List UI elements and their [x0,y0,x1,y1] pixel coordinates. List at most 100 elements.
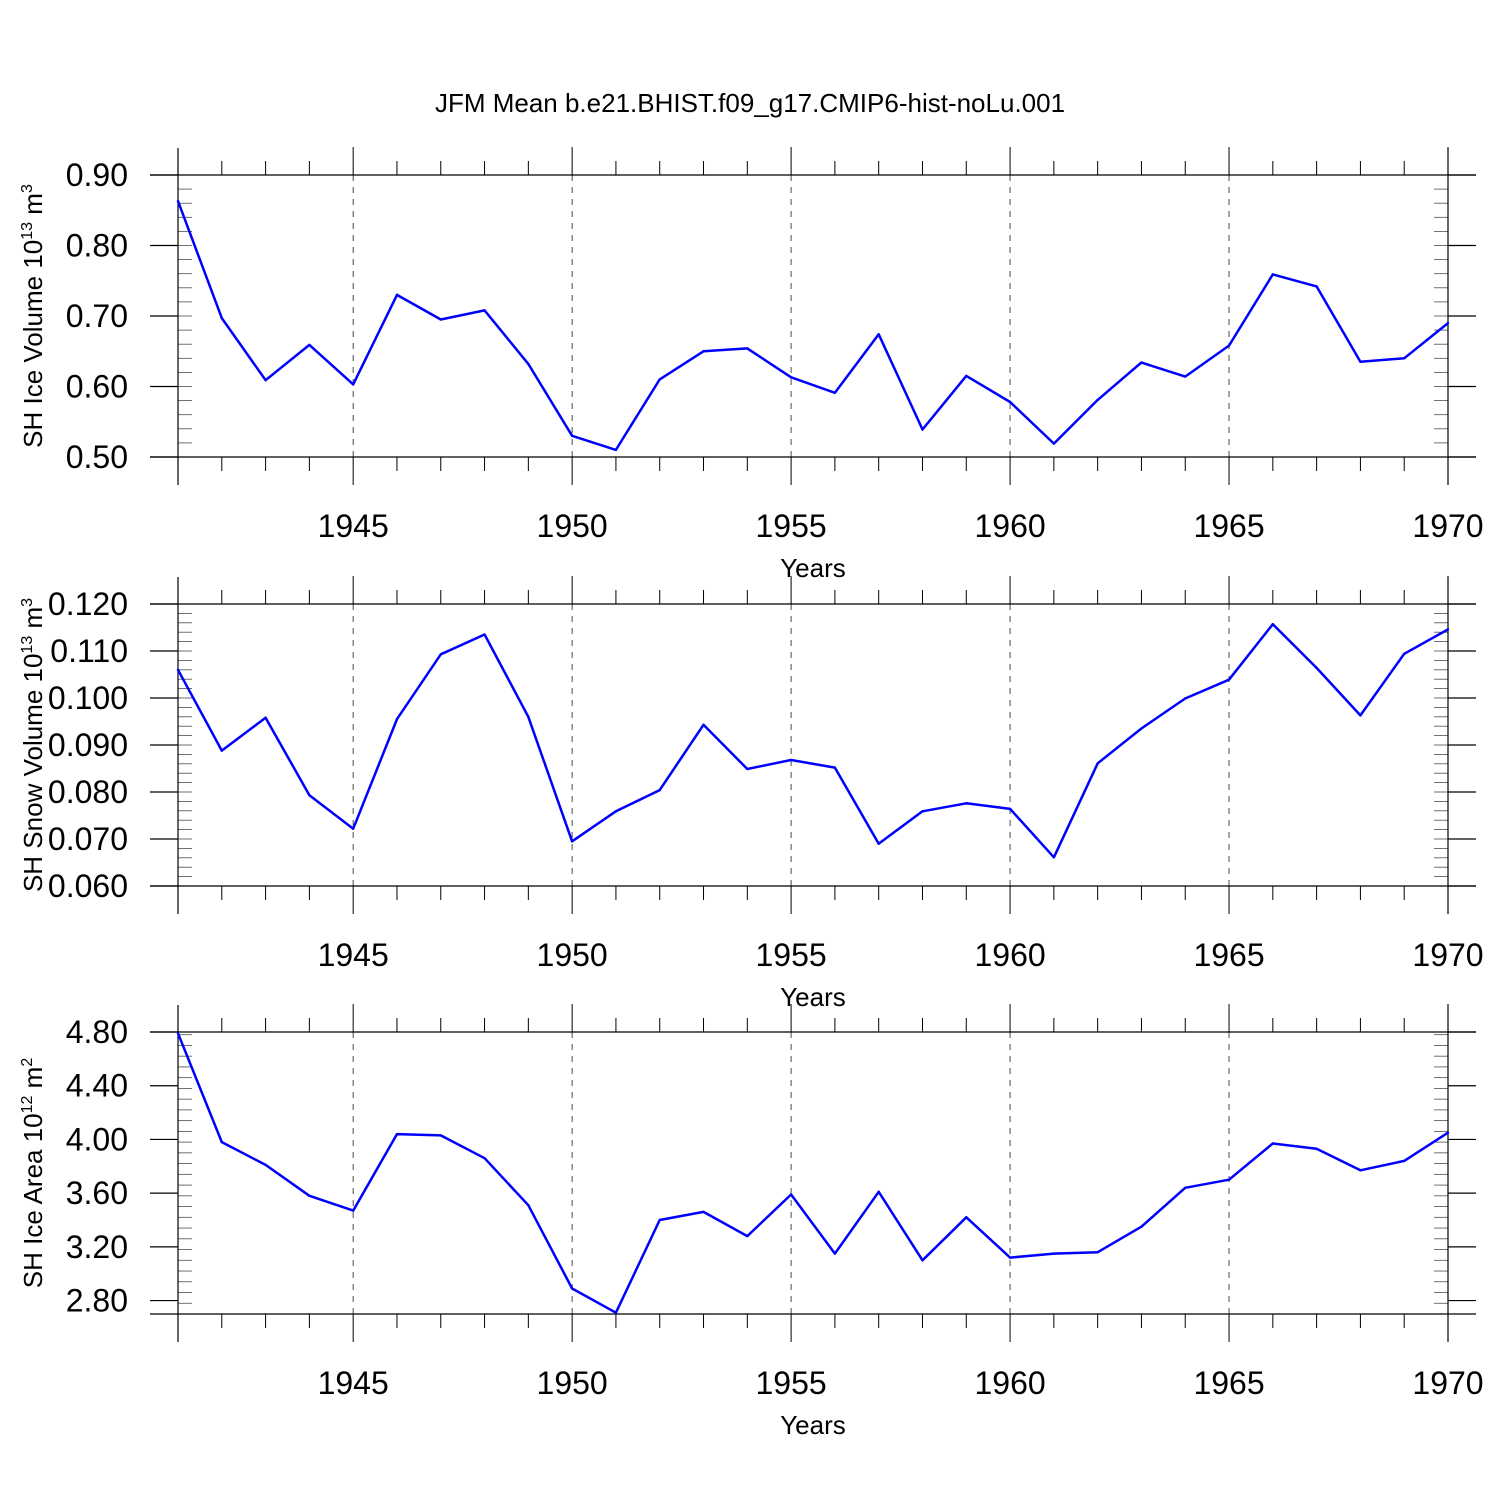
data-point [308,343,311,347]
x-tick-label: 1950 [537,937,608,973]
data-point [308,1194,311,1198]
y-axis-title-unit: m [18,1067,48,1096]
data-point [351,1209,355,1212]
data-point [1008,807,1012,811]
data-point [702,1210,705,1214]
data-point [176,1032,180,1035]
data-point [1140,361,1143,364]
data-point [1359,1169,1362,1172]
x-tick-label: 1965 [1193,1365,1264,1401]
x-tick-label: 1955 [756,1365,827,1401]
x-tick-label: 1965 [1193,508,1264,544]
y-tick-label: 4.00 [66,1121,128,1157]
data-point [789,376,793,379]
y-axis-title: SH Snow Volume 1013 m3 [18,598,48,892]
data-point [658,788,661,792]
x-tick-label: 1950 [537,508,608,544]
x-tick-label: 1965 [1193,937,1264,973]
y-tick-label: 0.090 [48,727,128,763]
data-point [1184,1186,1187,1189]
data-point [1271,623,1275,626]
y-axis-title: SH Ice Area 1012 m2 [18,1058,48,1289]
data-point [921,428,924,431]
y-tick-label: 0.90 [66,157,128,193]
y-axis-title: SH Ice Volume 1013 m3 [18,184,48,448]
data-point [833,1252,837,1255]
data-point [570,1287,574,1290]
x-tick-label: 1960 [974,937,1045,973]
panel-2: 0.060 0.070 0.080 0.090 0.100 0.110 0.120 1945 1… [18,576,1484,1012]
panels: 0.50 0.60 0.70 0.80 0.90 1945 1950 1955 1960 1965… [18,147,1484,1440]
data-point [439,318,442,321]
data-point [1271,273,1275,276]
data-point [395,293,399,297]
data-point [264,378,267,382]
data-point [570,840,574,843]
data-point [1446,628,1450,631]
data-point [264,1163,267,1167]
data-point [1227,344,1231,347]
y-tick-label: 0.060 [48,868,128,904]
data-point [965,1216,968,1219]
data-point [1008,1256,1012,1259]
data-point [1446,1131,1450,1134]
data-point [483,633,486,636]
data-point [1403,1159,1406,1163]
y-tick-label: 3.20 [66,1229,128,1265]
data-point [921,1259,924,1262]
data-point [220,1140,223,1144]
data-point [1096,762,1099,765]
data-point [1052,856,1056,859]
data-point [658,378,661,381]
data-point [614,1311,618,1314]
x-tick-label: 1955 [756,508,827,544]
series-line [176,200,1449,452]
data-point [1052,1252,1056,1255]
x-tick-label: 1945 [318,1365,389,1401]
figure-title: JFM Mean b.e21.BHIST.f09_g17.CMIP6-hist-… [435,88,1065,118]
x-tick-label: 1955 [756,937,827,973]
y-tick-label: 0.70 [66,298,128,334]
y-axis-title-main: SH Ice Volume 10 [18,240,48,448]
panel-1: 0.50 0.60 0.70 0.80 0.90 1945 1950 1955 1960 1965… [18,147,1484,583]
data-point [658,1218,661,1222]
data-point [351,827,355,830]
data-point [614,810,618,813]
data-point [527,1204,530,1207]
data-point [1184,697,1187,700]
x-tick-label: 1950 [537,1365,608,1401]
x-tick-label: 1960 [974,508,1045,544]
data-point [1184,375,1187,378]
y-tick-label: 0.50 [66,439,128,475]
data-point [1359,714,1362,717]
data-point [1315,1147,1318,1151]
data-point [746,767,749,771]
y-axis-title-unit: m [18,193,48,222]
x-axis-title: Years [780,1410,846,1440]
y-tick-label: 0.80 [66,228,128,264]
y-tick-label: 0.070 [48,821,128,857]
x-tick-label: 1970 [1412,937,1483,973]
data-point [308,794,311,797]
data-point [395,717,399,721]
data-point [833,766,837,769]
data-point [1446,321,1450,325]
data-point [1227,1178,1231,1181]
data-point [965,374,968,378]
data-point [176,199,180,203]
data-point [965,802,968,805]
y-axis-title-unit-exponent: 2 [19,1058,36,1067]
data-point [1140,1225,1143,1228]
y-axis-title-exponent: 12 [19,1095,36,1113]
y-tick-label: 0.60 [66,369,128,405]
data-point [877,842,880,845]
x-tick-label: 1970 [1412,508,1483,544]
data-point [1052,442,1056,445]
data-point [351,383,355,386]
y-tick-label: 0.120 [48,586,128,622]
data-point [1096,1251,1099,1254]
data-point [1227,678,1231,681]
data-point [789,758,793,762]
